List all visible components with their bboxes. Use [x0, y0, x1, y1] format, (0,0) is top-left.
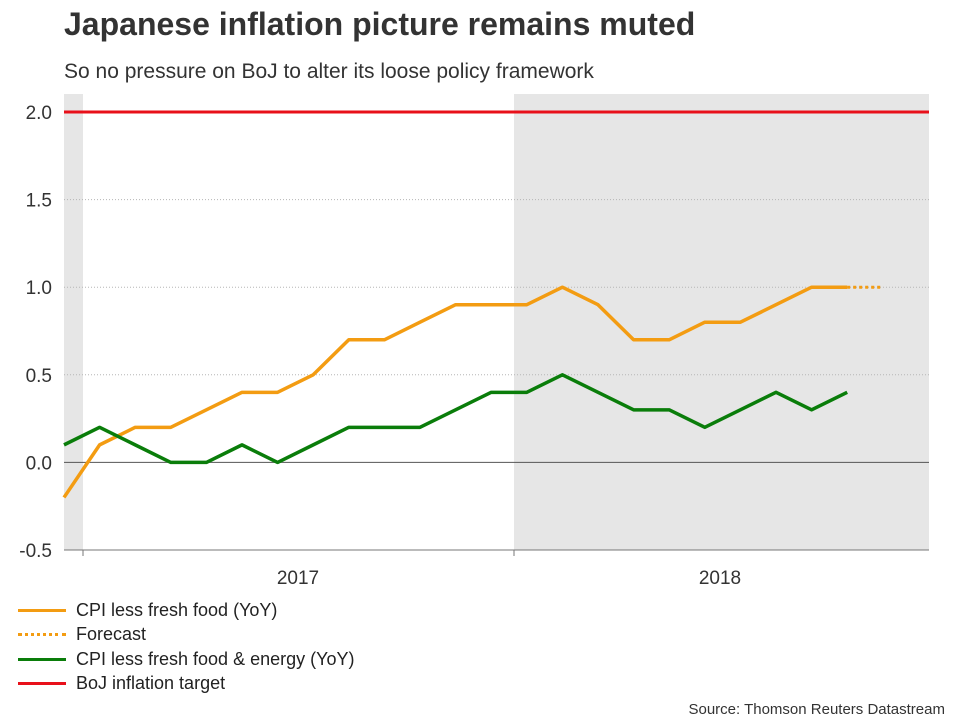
data-point-cpi-less-fresh-food-energy-yoy: [454, 408, 457, 411]
x-tick-label: 2018: [699, 568, 741, 589]
data-point-cpi-less-fresh-food-yoy: [597, 303, 600, 306]
data-point-cpi-less-fresh-food-energy-yoy: [775, 391, 778, 394]
data-point-cpi-less-fresh-food-yoy: [668, 338, 671, 341]
data-point-cpi-less-fresh-food-energy-yoy: [312, 443, 315, 446]
data-point-cpi-less-fresh-food-yoy: [241, 391, 244, 394]
data-point-cpi-less-fresh-food-energy-yoy: [846, 391, 849, 394]
data-point-cpi-less-fresh-food-yoy: [632, 338, 635, 341]
data-point-cpi-less-fresh-food-energy-yoy: [241, 443, 244, 446]
data-point-cpi-less-fresh-food-energy-yoy: [169, 461, 172, 464]
data-point-cpi-less-fresh-food-energy-yoy: [810, 408, 813, 411]
legend-item-forecast: Forecast: [18, 623, 354, 648]
data-point-cpi-less-fresh-food-energy-yoy: [561, 373, 564, 376]
data-point-cpi-less-fresh-food-yoy: [134, 426, 137, 429]
y-tick-label: 1.5: [26, 191, 52, 212]
data-point-cpi-less-fresh-food-yoy: [561, 286, 564, 289]
data-point-cpi-less-fresh-food-yoy: [810, 286, 813, 289]
data-point-cpi-less-fresh-food-yoy: [98, 443, 101, 446]
data-point-cpi-less-fresh-food-energy-yoy: [703, 426, 706, 429]
data-point-cpi-less-fresh-food-yoy: [419, 321, 422, 324]
legend-label-cpi: CPI less fresh food (YoY): [76, 599, 278, 620]
data-point-forecast: [881, 286, 884, 289]
data-point-cpi-less-fresh-food-energy-yoy: [419, 426, 422, 429]
data-point-cpi-less-fresh-food-energy-yoy: [383, 426, 386, 429]
data-point-cpi-less-fresh-food-energy-yoy: [134, 443, 137, 446]
y-tick-label: 0.0: [26, 453, 52, 474]
legend-swatch-core-cpi: [18, 657, 66, 661]
data-point-cpi-less-fresh-food-yoy: [63, 496, 66, 499]
data-point-cpi-less-fresh-food-yoy: [276, 391, 279, 394]
source-note: Source: Thomson Reuters Datastream: [688, 701, 945, 718]
data-point-cpi-less-fresh-food-energy-yoy: [668, 408, 671, 411]
legend-item-core-cpi: CPI less fresh food & energy (YoY): [18, 647, 354, 672]
data-point-cpi-less-fresh-food-yoy: [525, 303, 528, 306]
data-point-cpi-less-fresh-food-yoy: [312, 373, 315, 376]
data-point-cpi-less-fresh-food-yoy: [169, 426, 172, 429]
data-point-cpi-less-fresh-food-energy-yoy: [632, 408, 635, 411]
data-point-cpi-less-fresh-food-yoy: [490, 303, 493, 306]
data-point-cpi-less-fresh-food-energy-yoy: [739, 408, 742, 411]
y-tick-label: 0.5: [26, 366, 52, 387]
legend-swatch-cpi: [18, 608, 66, 612]
y-tick-label: 2.0: [26, 103, 52, 124]
y-tick-label: -0.5: [19, 541, 52, 562]
legend-swatch-forecast: [18, 633, 66, 637]
legend-label-boj-target: BoJ inflation target: [76, 673, 226, 694]
data-point-forecast: [846, 286, 849, 289]
data-point-cpi-less-fresh-food-yoy: [347, 338, 350, 341]
data-point-cpi-less-fresh-food-yoy: [775, 303, 778, 306]
data-point-cpi-less-fresh-food-yoy: [205, 408, 208, 411]
x-tick-label: 2017: [277, 568, 319, 589]
legend: CPI less fresh food (YoY) Forecast CPI l…: [18, 598, 354, 696]
legend-item-cpi: CPI less fresh food (YoY): [18, 598, 354, 623]
data-point-cpi-less-fresh-food-energy-yoy: [276, 461, 279, 464]
line-chart: -0.5 0.0 0.5 1.0 1.5 2.0 2017 2018: [19, 94, 929, 589]
data-point-cpi-less-fresh-food-yoy: [383, 338, 386, 341]
legend-label-core-cpi: CPI less fresh food & energy (YoY): [76, 648, 355, 669]
legend-label-forecast: Forecast: [76, 624, 147, 645]
y-tick-label: 1.0: [26, 278, 52, 299]
legend-item-boj-target: BoJ inflation target: [18, 672, 354, 697]
series-line-cpi-less-fresh-food-yoy: [62, 285, 848, 499]
chart-subtitle: So no pressure on BoJ to alter its loose…: [64, 60, 594, 83]
data-point-cpi-less-fresh-food-energy-yoy: [525, 391, 528, 394]
series-line-cpi-less-fresh-food-energy-yoy: [63, 373, 848, 465]
data-point-cpi-less-fresh-food-energy-yoy: [98, 426, 101, 429]
data-point-cpi-less-fresh-food-energy-yoy: [63, 443, 66, 446]
data-point-cpi-less-fresh-food-energy-yoy: [205, 461, 208, 464]
chart-title: Japanese inflation picture remains muted: [64, 6, 696, 42]
data-point-cpi-less-fresh-food-energy-yoy: [597, 391, 600, 394]
data-point-cpi-less-fresh-food-energy-yoy: [490, 391, 493, 394]
data-point-cpi-less-fresh-food-energy-yoy: [347, 426, 350, 429]
data-point-cpi-less-fresh-food-yoy: [454, 303, 457, 306]
data-point-cpi-less-fresh-food-yoy: [703, 321, 706, 324]
data-point-cpi-less-fresh-food-yoy: [739, 321, 742, 324]
legend-swatch-boj-target: [18, 682, 66, 686]
